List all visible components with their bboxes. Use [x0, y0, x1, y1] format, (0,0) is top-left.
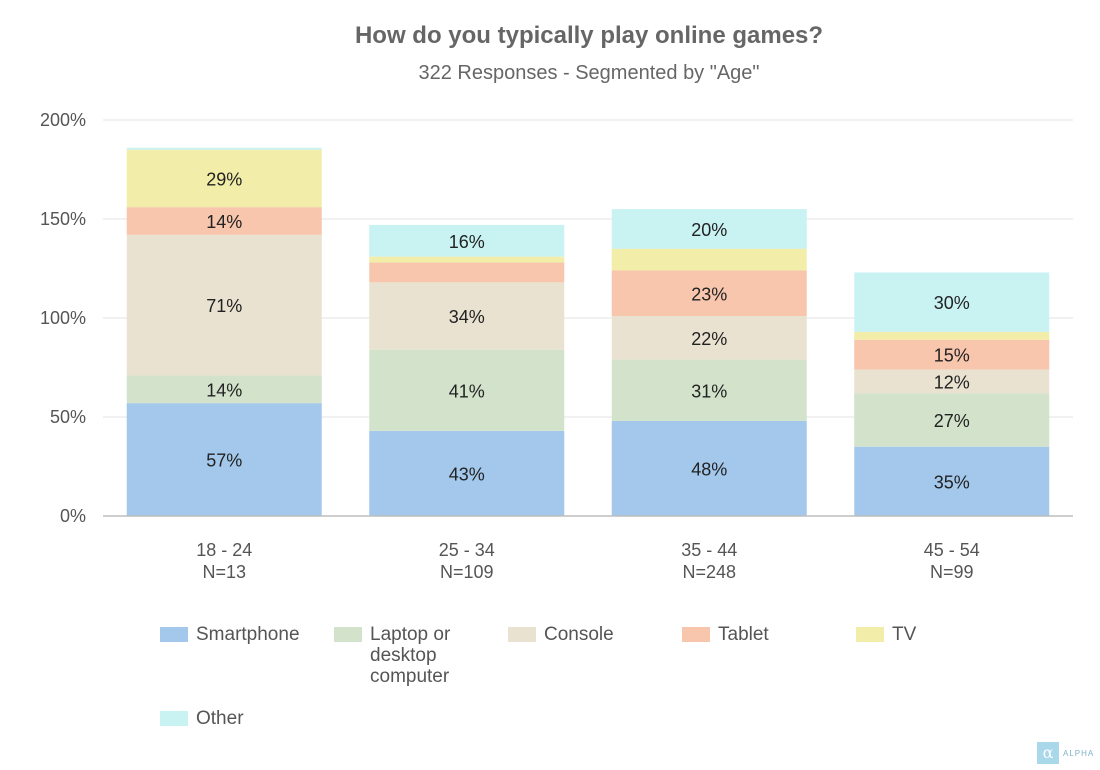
bar-segment	[126, 149, 322, 208]
bar-segment	[854, 339, 1050, 370]
bar-segment	[369, 430, 565, 516]
legend-swatch	[160, 627, 188, 642]
legend-swatch	[160, 711, 188, 726]
data-label: 14%	[206, 212, 242, 232]
legend-item[interactable]: Laptop or desktop computer	[334, 624, 480, 687]
legend-item[interactable]: TV	[856, 624, 1002, 645]
legend-item[interactable]: Console	[508, 624, 654, 645]
alpha-logo-text: ALPHA	[1063, 748, 1095, 758]
bar-segment	[611, 359, 807, 421]
legend-label: Console	[544, 624, 614, 645]
x-tick-label: N=109	[440, 562, 494, 582]
data-label: 34%	[449, 307, 485, 327]
bar-segment	[369, 262, 565, 283]
legend-label: Other	[196, 708, 244, 729]
data-label: 15%	[934, 346, 970, 366]
legend-label: Laptop or desktop computer	[370, 624, 451, 687]
y-tick-label: 100%	[40, 308, 86, 328]
bar-segment	[854, 393, 1050, 447]
data-label: 41%	[449, 381, 485, 401]
legend-swatch	[334, 627, 362, 642]
bar-segment	[854, 446, 1050, 516]
bar-segment	[854, 272, 1050, 332]
data-label: 48%	[691, 459, 727, 479]
data-label: 30%	[934, 293, 970, 313]
x-tick-label: N=13	[202, 562, 246, 582]
bar-segment	[611, 420, 807, 516]
bar-segment	[126, 375, 322, 404]
bar-segment	[854, 331, 1050, 340]
bar-segment	[611, 209, 807, 249]
y-tick-label: 150%	[40, 209, 86, 229]
data-label: 71%	[206, 296, 242, 316]
bar-segment	[369, 349, 565, 431]
x-tick-label: 35 - 44	[681, 540, 737, 560]
x-tick-label: 25 - 34	[439, 540, 495, 560]
chart-subtitle: 322 Responses - Segmented by "Age"	[418, 62, 760, 84]
bar-segment	[854, 369, 1050, 394]
data-label: 12%	[934, 372, 970, 392]
legend-label: Tablet	[718, 624, 769, 645]
data-label: 29%	[206, 169, 242, 189]
y-tick-label: 200%	[40, 110, 86, 130]
x-tick-label: N=99	[930, 562, 974, 582]
legend-item[interactable]: Smartphone	[160, 624, 306, 645]
data-label: 31%	[691, 381, 727, 401]
legend-swatch	[682, 627, 710, 642]
bar-segment	[611, 316, 807, 360]
x-tick-label: N=248	[682, 562, 736, 582]
bar-segment	[126, 234, 322, 376]
legend-item[interactable]: Other	[160, 708, 306, 729]
bar-segment	[126, 207, 322, 235]
data-label: 57%	[206, 451, 242, 471]
alpha-logo: α ALPHA	[1037, 742, 1094, 764]
data-label: 14%	[206, 380, 242, 400]
plot-area: 0%50%100%150%200%57%14%71%14%29%18 - 24N…	[40, 110, 1073, 582]
bar-segment	[369, 224, 565, 257]
legend-swatch	[856, 627, 884, 642]
bar-segment	[611, 270, 807, 317]
legend-label: Smartphone	[196, 624, 300, 645]
bar-segment	[369, 256, 565, 263]
x-tick-label: 45 - 54	[924, 540, 980, 560]
bar-segment	[126, 403, 322, 516]
bar-segment	[611, 248, 807, 271]
data-label: 16%	[449, 232, 485, 252]
legend-item[interactable]: Tablet	[682, 624, 828, 645]
legend-swatch	[508, 627, 536, 642]
data-label: 23%	[691, 284, 727, 304]
bar-segment	[126, 147, 322, 150]
data-label: 20%	[691, 220, 727, 240]
legend-label: TV	[892, 624, 917, 645]
data-label: 35%	[934, 472, 970, 492]
data-label: 27%	[934, 411, 970, 431]
y-tick-label: 0%	[60, 506, 86, 526]
y-tick-label: 50%	[50, 407, 86, 427]
alpha-logo-mark: α	[1037, 742, 1059, 764]
data-label: 22%	[691, 329, 727, 349]
bar-segment	[369, 282, 565, 350]
chart-title: How do you typically play online games?	[354, 22, 824, 49]
data-label: 43%	[449, 464, 485, 484]
x-tick-label: 18 - 24	[196, 540, 252, 560]
